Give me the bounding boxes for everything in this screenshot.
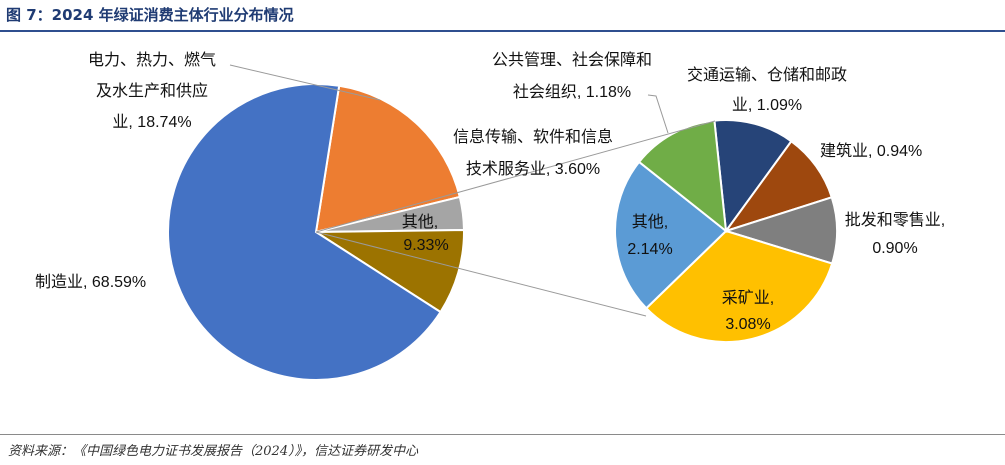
slice-label-retail-line1: 批发和零售业, xyxy=(845,211,945,229)
pie-slice-secondary-4 xyxy=(614,160,728,310)
secondary-pie xyxy=(614,119,838,343)
figure-title: 图 7：2024 年绿证消费主体行业分布情况 xyxy=(6,6,294,24)
slice-label-it-line2: 技术服务业, 3.60% xyxy=(466,160,600,178)
slice-label-manufacturing: 制造业, 68.59% xyxy=(35,273,146,291)
leader-line-public xyxy=(647,94,669,134)
slice-label-utility-line1: 电力、热力、燃气 xyxy=(88,51,216,69)
slice-label-mining-line1: 采矿业, xyxy=(722,289,774,307)
title-divider xyxy=(0,30,1005,32)
source-note: 资料来源：《中国绿色电力证书发展报告（2024）》，信达证券研发中心 xyxy=(8,444,419,459)
connector-line-top xyxy=(315,120,716,233)
pie-slice-secondary-1 xyxy=(723,139,834,233)
main-pie xyxy=(167,83,466,381)
slice-label-utility-line2: 及水生产和供应 xyxy=(96,81,208,100)
slice-label-retail-line2: 0.90% xyxy=(872,240,917,257)
slice-label-other-secondary-line1: 其他, xyxy=(632,213,668,231)
slice-label-utility-line3: 业, 18.74% xyxy=(112,113,191,131)
slice-label-other-main-line1: 其他, xyxy=(402,213,438,231)
slice-label-transport-line1: 交通运输、仓储和邮政 xyxy=(687,66,847,84)
pie-slice-main-0 xyxy=(314,84,461,234)
slice-label-public-line2: 社会组织, 1.18% xyxy=(513,83,631,101)
leader-line-utility xyxy=(229,64,381,101)
pie-slice-main-3 xyxy=(167,83,442,381)
pie-slice-secondary-0 xyxy=(713,119,793,234)
slice-label-other-main-line2: 9.33% xyxy=(403,237,448,254)
slice-label-mining-line2: 3.08% xyxy=(725,316,770,333)
slice-label-it-line1: 信息传输、软件和信息 xyxy=(453,128,613,146)
source-divider xyxy=(0,434,1005,435)
connector-line-bottom xyxy=(315,231,647,317)
pie-slice-secondary-5 xyxy=(637,119,728,234)
slice-label-public-line1: 公共管理、社会保障和 xyxy=(492,51,652,69)
pie-slice-main-2 xyxy=(312,228,465,314)
slice-label-other-secondary-line2: 2.14% xyxy=(627,241,672,258)
pie-slice-secondary-3 xyxy=(644,229,834,343)
slice-label-transport-line2: 业, 1.09% xyxy=(732,96,802,114)
slice-label-construction: 建筑业, 0.94% xyxy=(820,142,922,160)
